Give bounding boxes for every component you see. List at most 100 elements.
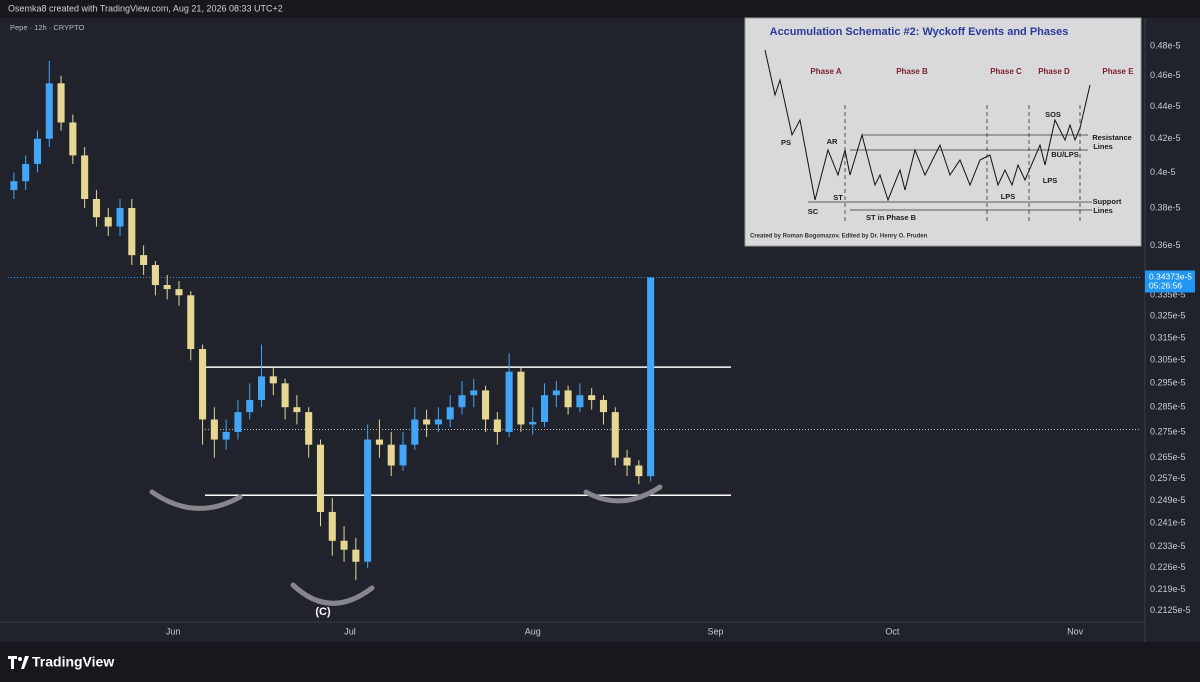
y-tick-label: 0.265e-5 bbox=[1150, 452, 1186, 462]
candle-body bbox=[210, 419, 218, 440]
wyckoff-path bbox=[764, 49, 1091, 202]
candle-body bbox=[482, 390, 490, 420]
phase-label: Phase C bbox=[990, 67, 1022, 76]
candle-body bbox=[399, 444, 407, 466]
x-tick-label: Sep bbox=[707, 626, 723, 636]
candle-body bbox=[175, 289, 183, 296]
candle-body bbox=[387, 444, 395, 466]
hand-drawn-marks bbox=[149, 484, 663, 606]
candle-body bbox=[423, 419, 431, 425]
y-tick-label: 0.241e-5 bbox=[1150, 518, 1186, 528]
candle-body bbox=[470, 390, 478, 396]
candle-body bbox=[635, 465, 643, 477]
y-tick-label: 0.44e-5 bbox=[1150, 101, 1181, 111]
hand-curve bbox=[583, 484, 663, 504]
y-tick-label: 0.315e-5 bbox=[1150, 332, 1186, 342]
footer-logo: TradingView bbox=[8, 654, 114, 670]
candle-body bbox=[493, 419, 501, 432]
candle-body bbox=[57, 83, 65, 123]
candle-body bbox=[623, 457, 631, 466]
y-tick-label: 0.46e-5 bbox=[1150, 70, 1181, 80]
candle-body bbox=[340, 540, 348, 550]
candle-body bbox=[517, 371, 525, 425]
logo-mark bbox=[8, 656, 17, 669]
price-tag-label: 0.34373e-5 bbox=[1149, 272, 1192, 282]
phase-label: Phase B bbox=[896, 67, 928, 76]
candle-body bbox=[611, 412, 619, 458]
phase-label: Phase D bbox=[1038, 67, 1070, 76]
y-tick-label: 0.4e-5 bbox=[1150, 167, 1176, 177]
candle-body bbox=[33, 138, 42, 164]
candle-body bbox=[328, 511, 336, 541]
candle-body bbox=[128, 208, 136, 256]
support-label: Support bbox=[1093, 197, 1122, 206]
y-tick-label: 0.275e-5 bbox=[1150, 426, 1186, 436]
logo-mark bbox=[21, 656, 29, 669]
candle-body bbox=[564, 390, 572, 408]
inset-lines bbox=[808, 105, 1092, 222]
x-tick-label: Jun bbox=[166, 626, 181, 636]
symbol-label: Pepe · 12h · CRYPTO bbox=[10, 23, 85, 32]
candle-body bbox=[647, 277, 655, 477]
inset-credit: Created by Roman Bogomazov. Edited by Dr… bbox=[750, 234, 928, 240]
candle-body bbox=[281, 383, 289, 408]
y-tick-label: 0.325e-5 bbox=[1150, 311, 1186, 321]
price-tag bbox=[1145, 270, 1195, 293]
candle-body bbox=[552, 390, 560, 396]
candle-body bbox=[588, 395, 596, 400]
candle-body bbox=[540, 395, 549, 422]
candle-body bbox=[434, 419, 442, 425]
header-credit: Osemka8 created with TradingView.com, Au… bbox=[8, 3, 283, 13]
phase-label: Phase A bbox=[810, 67, 841, 76]
event-label: BU/LPS bbox=[1051, 150, 1079, 159]
x-tick-label: Jul bbox=[344, 626, 356, 636]
event-label: ST bbox=[833, 193, 843, 202]
candle-body bbox=[246, 399, 254, 413]
y-tick-label: 0.42e-5 bbox=[1150, 133, 1181, 143]
candle-body bbox=[269, 376, 277, 384]
y-tick-label: 0.285e-5 bbox=[1150, 402, 1186, 412]
x-tick-label: Nov bbox=[1067, 626, 1084, 636]
y-tick-label: 0.295e-5 bbox=[1150, 378, 1186, 388]
y-tick-label: 0.257e-5 bbox=[1150, 473, 1186, 483]
y-tick-label: 0.36e-5 bbox=[1150, 240, 1181, 250]
event-label: ST in Phase B bbox=[866, 213, 917, 222]
event-label: LPS bbox=[1043, 176, 1058, 185]
candle-body bbox=[411, 419, 419, 445]
candle-body bbox=[375, 439, 383, 445]
y-tick-label: 0.2125e-5 bbox=[1150, 605, 1191, 615]
resistance-label: Resistance bbox=[1092, 133, 1132, 142]
candle-body bbox=[222, 431, 230, 440]
support-label: Lines bbox=[1093, 206, 1113, 215]
y-tick-label: 0.38e-5 bbox=[1150, 202, 1181, 212]
footer-brand: TradingView bbox=[32, 654, 114, 670]
candle-body bbox=[529, 421, 537, 425]
countdown-label: 05:26:56 bbox=[1149, 281, 1182, 291]
y-tick-label: 0.233e-5 bbox=[1150, 541, 1186, 551]
candle-body bbox=[257, 376, 266, 400]
hand-curve bbox=[149, 489, 243, 511]
hand-curve bbox=[290, 582, 375, 606]
candle-body bbox=[576, 395, 584, 408]
event-label: LPS bbox=[1001, 192, 1016, 201]
candle-body bbox=[10, 181, 18, 191]
candle-body bbox=[458, 395, 466, 408]
wyckoff-inset: Accumulation Schematic #2: Wyckoff Event… bbox=[744, 17, 1142, 247]
annotation-c: (C) bbox=[315, 606, 331, 618]
event-label: SC bbox=[808, 207, 819, 216]
y-tick-label: 0.219e-5 bbox=[1150, 584, 1186, 594]
resistance-label: Lines bbox=[1093, 142, 1113, 151]
y-tick-label: 0.226e-5 bbox=[1150, 562, 1186, 572]
candle-body bbox=[364, 439, 372, 562]
candle-body bbox=[446, 407, 454, 420]
event-label: AR bbox=[827, 137, 838, 146]
y-tick-label: 0.249e-5 bbox=[1150, 495, 1186, 505]
candle-body bbox=[234, 412, 242, 432]
phase-label: Phase E bbox=[1102, 67, 1134, 76]
candle-body bbox=[505, 371, 513, 432]
candle-body bbox=[163, 285, 171, 290]
candle-body bbox=[187, 295, 195, 350]
logo-mark bbox=[18, 657, 22, 661]
